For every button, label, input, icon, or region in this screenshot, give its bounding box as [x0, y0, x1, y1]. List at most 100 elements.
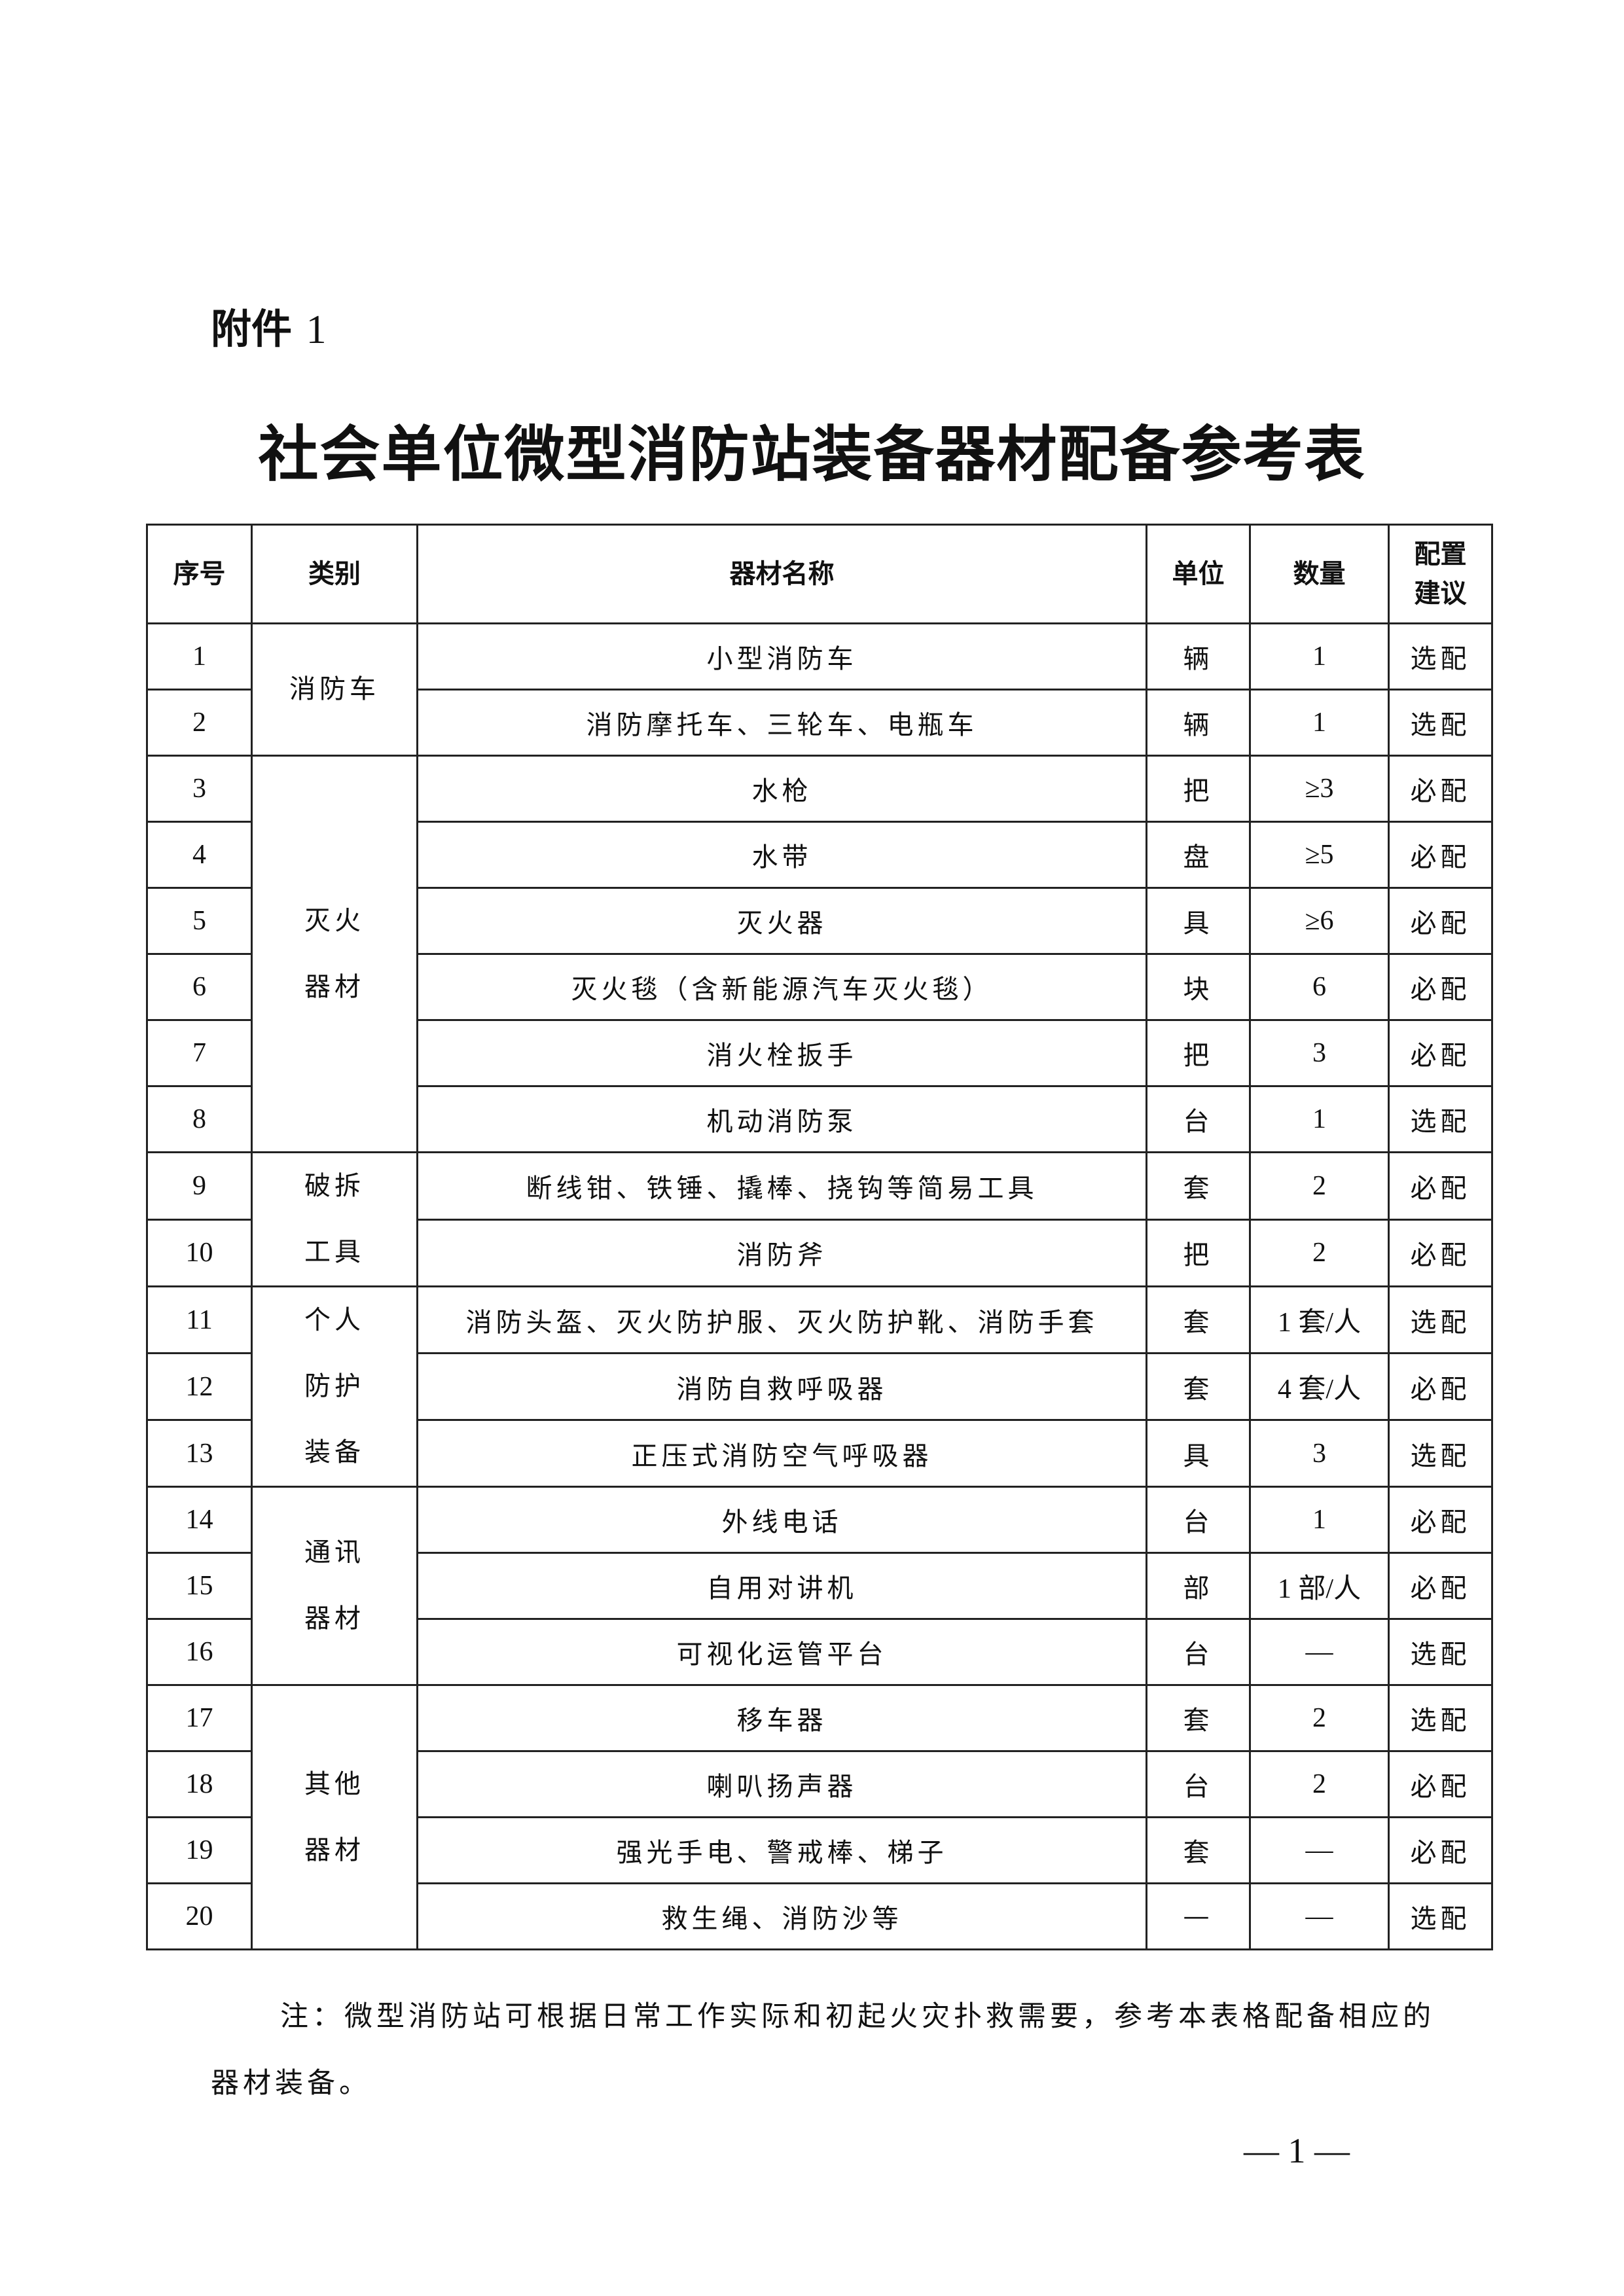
table-row: 18 喇叭扬声器台 2 必配: [146, 1750, 1493, 1818]
cell-advice: 选配: [1388, 1419, 1493, 1488]
cell-unit: 把: [1146, 755, 1251, 823]
cell-no: 15: [146, 1552, 253, 1620]
cell-name: 水带: [416, 821, 1147, 889]
table-row: 16 可视化运管平台台 — 选配: [146, 1618, 1493, 1686]
table-row: 15 自用对讲机部 1 部/人 必配: [146, 1552, 1493, 1620]
table-row: 5 灭火器具 ≥6 必配: [146, 887, 1493, 955]
table-row: 4 水带盘 ≥5 必配: [146, 821, 1493, 889]
cell-unit: —: [1146, 1882, 1251, 1950]
cell-name: 正压式消防空气呼吸器: [416, 1419, 1147, 1488]
cell-name: 救生绳、消防沙等: [416, 1882, 1147, 1950]
cell-no: 3: [146, 755, 253, 823]
cell-qty: 2: [1249, 1684, 1390, 1752]
cell-qty: —: [1249, 1618, 1390, 1686]
cell-no: 16: [146, 1618, 253, 1686]
cell-qty: 2: [1249, 1151, 1390, 1221]
cell-unit: 套: [1146, 1151, 1251, 1221]
cell-name: 消防斧: [416, 1218, 1147, 1287]
cell-advice: 必配: [1388, 1352, 1493, 1421]
cell-qty: 1: [1249, 622, 1390, 691]
cell-advice: 选配: [1388, 622, 1493, 691]
cell-advice: 选配: [1388, 1085, 1493, 1153]
page-number: — 1 —: [1244, 2131, 1350, 2170]
cell-name: 消防自救呼吸器: [416, 1352, 1147, 1421]
cell-advice: 必配: [1388, 821, 1493, 889]
cell-no: 5: [146, 887, 253, 955]
cell-advice: 必配: [1388, 887, 1493, 955]
cell-unit: 套: [1146, 1352, 1251, 1421]
cell-no: 2: [146, 689, 253, 757]
cell-no: 17: [146, 1684, 253, 1752]
header-advice: 配置 建议: [1388, 524, 1493, 624]
cell-name: 小型消防车: [416, 622, 1147, 691]
cell-advice: 必配: [1388, 1816, 1493, 1884]
cell-unit: 具: [1146, 1419, 1251, 1488]
cell-unit: 套: [1146, 1816, 1251, 1884]
table-row: 20 救生绳、消防沙等 — — 选配: [146, 1882, 1493, 1950]
cell-qty: —: [1249, 1882, 1390, 1950]
cell-name: 移车器: [416, 1684, 1147, 1752]
header-unit: 单位: [1146, 524, 1251, 624]
cell-no: 20: [146, 1882, 253, 1950]
cell-no: 19: [146, 1816, 253, 1884]
cell-qty: ≥5: [1249, 821, 1390, 889]
cell-unit: 套: [1146, 1684, 1251, 1752]
cell-qty: 4 套/人: [1249, 1352, 1390, 1421]
cell-name: 水枪: [416, 755, 1147, 823]
cell-no: 12: [146, 1352, 253, 1421]
cell-advice: 必配: [1388, 1486, 1493, 1554]
cell-unit: 辆: [1146, 622, 1251, 691]
cell-unit: 台: [1146, 1085, 1251, 1153]
cell-advice: 必配: [1388, 953, 1493, 1021]
cell-name: 消火栓扳手: [416, 1019, 1147, 1087]
cell-no: 8: [146, 1085, 253, 1153]
table-row: 10 消防斧把 2 必配: [146, 1218, 1493, 1287]
table-row: 13 正压式消防空气呼吸器具 3 选配: [146, 1419, 1493, 1488]
table-row: 19 强光手电、警戒棒、梯子套 — 必配: [146, 1816, 1493, 1884]
cell-unit: 把: [1146, 1218, 1251, 1287]
cell-advice: 选配: [1388, 689, 1493, 757]
cell-unit: 块: [1146, 953, 1251, 1021]
cell-unit: 部: [1146, 1552, 1251, 1620]
cell-advice: 必配: [1388, 1218, 1493, 1287]
cell-category: 通讯 器材: [251, 1486, 418, 1686]
cell-no: 4: [146, 821, 253, 889]
cell-category: 灭火 器材: [251, 755, 418, 1153]
cell-name: 断线钳、铁锤、撬棒、挠钩等简易工具: [416, 1151, 1147, 1221]
cell-no: 7: [146, 1019, 253, 1087]
cell-qty: ≥6: [1249, 887, 1390, 955]
cell-qty: ≥3: [1249, 755, 1390, 823]
header-name: 器材名称: [416, 524, 1147, 624]
cell-advice: 选配: [1388, 1618, 1493, 1686]
attachment-number: 1: [306, 308, 327, 352]
table-row: 7 消火栓扳手把 3 必配: [146, 1019, 1493, 1087]
table-row: 1 消防车 小型消防车辆 1 选配: [146, 622, 1493, 757]
equipment-table: 序号 类别 器材名称 单位 数量 配置 建议 1 消防车 小型消防车辆 1 选配 2 消防摩…: [146, 524, 1493, 1950]
cell-unit: 台: [1146, 1618, 1251, 1686]
cell-name: 外线电话: [416, 1486, 1147, 1554]
cell-no: 11: [146, 1285, 253, 1354]
table-row: 3 灭火 器材 水枪把 ≥3 必配: [146, 755, 1493, 1153]
cell-advice: 选配: [1388, 1684, 1493, 1752]
footnote: 注：微型消防站可根据日常工作实际和初起火灾扑救需要，参考本表格配备相应的器材装备…: [211, 2000, 1435, 2100]
cell-name: 强光手电、警戒棒、梯子: [416, 1816, 1147, 1884]
table-row: 8 机动消防泵台 1 选配: [146, 1085, 1493, 1153]
cell-name: 灭火器: [416, 887, 1147, 955]
cell-unit: 辆: [1146, 689, 1251, 757]
cell-advice: 必配: [1388, 1019, 1493, 1087]
table-row: 11 个人 防护 装备 消防头盔、灭火防护服、灭火防护靴、消防手套套 1 套/人 选配: [146, 1285, 1493, 1488]
cell-no: 9: [146, 1151, 253, 1221]
cell-name: 机动消防泵: [416, 1085, 1147, 1153]
cell-no: 13: [146, 1419, 253, 1488]
table-row: 2 消防摩托车、三轮车、电瓶车辆 1 选配: [146, 689, 1493, 757]
cell-name: 消防摩托车、三轮车、电瓶车: [416, 689, 1147, 757]
cell-name: 自用对讲机: [416, 1552, 1147, 1620]
header-no: 序号: [146, 524, 253, 624]
cell-advice: 必配: [1388, 1151, 1493, 1221]
cell-advice: 必配: [1388, 1552, 1493, 1620]
cell-qty: 1: [1249, 1085, 1390, 1153]
table-row: 9 破拆 工具 断线钳、铁锤、撬棒、挠钩等简易工具套 2 必配: [146, 1151, 1493, 1287]
cell-advice: 必配: [1388, 1750, 1493, 1818]
cell-category: 其他 器材: [251, 1684, 418, 1950]
cell-qty: 2: [1249, 1750, 1390, 1818]
